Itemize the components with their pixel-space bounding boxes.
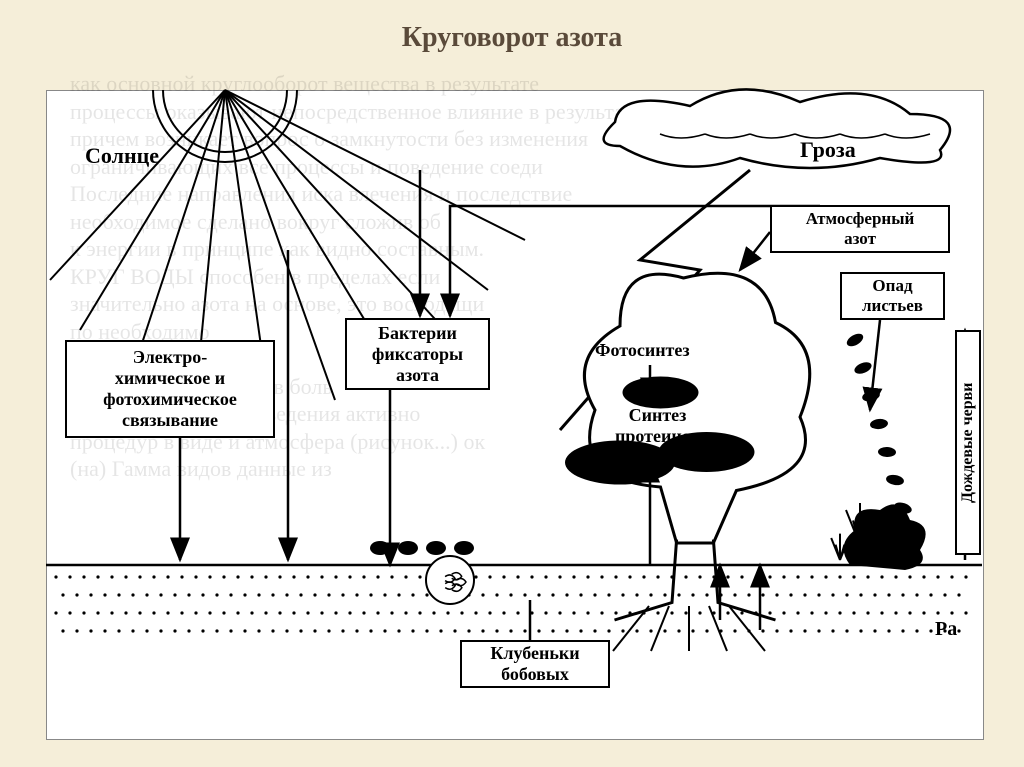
atmospheric-nitrogen-box: Атмосферный азот	[770, 205, 950, 253]
storm-label: Гроза	[800, 137, 856, 163]
page-title: Круговорот азота	[0, 22, 1024, 54]
bacteria-box: Бактерии фиксаторы азота	[345, 318, 490, 390]
electrochemical-box: Электро- химическое и фотохимическое свя…	[65, 340, 275, 438]
earthworms-label: Дождевые черви	[955, 330, 981, 555]
protein-synthesis-label: Синтез протеинов	[615, 405, 700, 447]
nodules-box: Клубеньки бобовых	[460, 640, 610, 688]
photosynthesis-label: Фотосинтез	[595, 340, 690, 361]
ra-label: Ра	[935, 618, 957, 641]
sun-label: Солнце	[85, 143, 159, 169]
leaf-fall-box: Опад листьев	[840, 272, 945, 320]
